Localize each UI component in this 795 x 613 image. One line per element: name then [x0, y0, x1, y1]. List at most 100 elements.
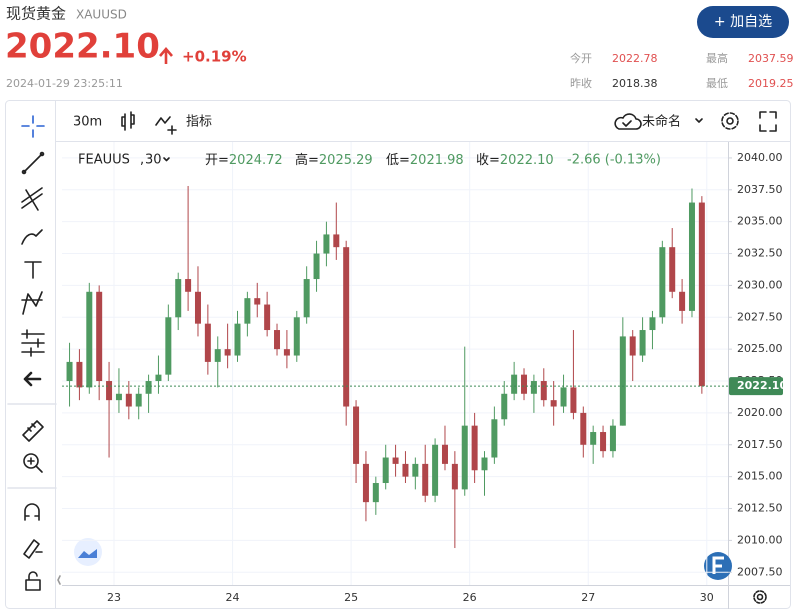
candle-body [590, 432, 597, 445]
candle-body [422, 463, 429, 496]
candle-body [530, 381, 537, 394]
candle-body [254, 298, 261, 305]
candle-body [76, 361, 83, 388]
stat-value: 2037.59 [748, 52, 794, 65]
candle-body [303, 279, 310, 318]
candle-body [432, 444, 439, 496]
legend-field: 收=2022.10 [476, 153, 554, 168]
legend-label: 开= [205, 153, 229, 168]
candle-icon[interactable] [121, 111, 135, 131]
candle-body [521, 374, 528, 394]
candle-body [461, 425, 468, 490]
candle-body [382, 457, 389, 484]
candle-body [283, 349, 290, 356]
y-tick-label: 2027.50 [737, 310, 783, 323]
last-price-label: 2022.10 [737, 379, 787, 392]
y-tick-label: 2040.00 [737, 151, 783, 164]
candle-body [609, 425, 616, 452]
x-tick-label: 26 [463, 591, 477, 604]
candle-body [165, 317, 172, 375]
candle-body [353, 406, 360, 464]
candle-body [125, 393, 132, 407]
legend-value: 2021.98 [410, 153, 464, 168]
interval[interactable]: 30m [73, 115, 102, 130]
candle-body [264, 304, 271, 331]
candle-body [679, 291, 686, 311]
candle-body [66, 361, 73, 382]
stat-value: 2019.25 [748, 77, 794, 90]
candle-body [639, 330, 646, 356]
y-tick-label: 2010.00 [737, 533, 783, 546]
candle-body [570, 387, 577, 413]
logo-wave [78, 549, 97, 558]
candle-body [234, 323, 241, 356]
y-tick-label: 2007.50 [737, 565, 783, 578]
chart-frame [5, 100, 791, 609]
price: 2022.10 [5, 27, 160, 67]
candle-body [649, 317, 656, 331]
candle-body [580, 412, 587, 445]
settings-icon[interactable] [721, 112, 739, 130]
candle-body [175, 279, 182, 318]
fullscreen-icon[interactable] [759, 111, 777, 132]
last-price-box [729, 377, 783, 396]
drawing-tools[interactable] [7, 115, 61, 591]
layout-name[interactable]: 未命名 [642, 114, 681, 130]
candle-body [619, 336, 626, 426]
price-change: +0.19% [182, 48, 247, 66]
stat-label: 最低 [706, 77, 728, 90]
add-watchlist-button[interactable] [697, 6, 789, 38]
stat-label: 昨收 [570, 76, 592, 90]
y-tick-label: 2025.00 [737, 342, 783, 355]
candle-body [135, 393, 142, 407]
candle-body [313, 253, 320, 280]
candle-body [323, 234, 330, 254]
stat-label: 今开 [570, 51, 592, 65]
candle-body [402, 463, 409, 477]
timestamp: 2024-01-29 23:25:11 [6, 77, 123, 90]
candle-body [145, 381, 152, 394]
candle-body [451, 463, 458, 490]
candle-body [293, 317, 300, 356]
candle-body [441, 444, 448, 464]
f-logo-glyph [712, 556, 724, 574]
candle-body [115, 393, 122, 401]
cloud-icon[interactable] [614, 113, 642, 130]
legend-sep: , [140, 153, 144, 168]
candle-body [392, 457, 399, 464]
chevron[interactable] [163, 157, 170, 162]
candle-body [412, 463, 419, 477]
stat-value: 2018.38 [612, 77, 658, 90]
candle-body [550, 400, 557, 407]
candle-body [106, 381, 113, 401]
stat-label: 最高 [706, 51, 728, 65]
x-tick-label: 24 [226, 591, 240, 604]
candle-body [224, 349, 231, 356]
indicator-icon[interactable] [155, 116, 177, 135]
axis-settings-icon[interactable] [753, 590, 767, 604]
x-tick-label: 25 [344, 591, 358, 604]
candle-body [194, 291, 201, 324]
add-watchlist-label[interactable]: + 加自选 [714, 14, 772, 30]
candle-body [274, 330, 281, 350]
legend-label: 低= [386, 153, 410, 168]
candle-body [214, 349, 221, 362]
legend-change: -2.66 (-0.13%) [567, 153, 661, 168]
candle-body [204, 323, 211, 362]
candle-body [86, 291, 93, 388]
stat-value: 2022.78 [612, 52, 658, 65]
candle-body [471, 425, 478, 471]
candle-body [491, 419, 498, 458]
chevron[interactable] [695, 118, 703, 123]
legend-field: 开=2024.72 [205, 153, 283, 168]
asset-name: 现货黄金 [6, 5, 66, 23]
plot: 2007.50 2010.00 2012.50 2015.00 2017.50 2020.… [62, 142, 787, 604]
candle-body [511, 374, 518, 394]
candle-body [540, 381, 547, 401]
legend-label: 收= [476, 153, 500, 168]
x-tick-label: 23 [107, 591, 121, 604]
legend-value: 2022.10 [500, 153, 554, 168]
y-tick-label: 2012.50 [737, 502, 783, 515]
indicators[interactable]: 指标 [186, 115, 212, 130]
